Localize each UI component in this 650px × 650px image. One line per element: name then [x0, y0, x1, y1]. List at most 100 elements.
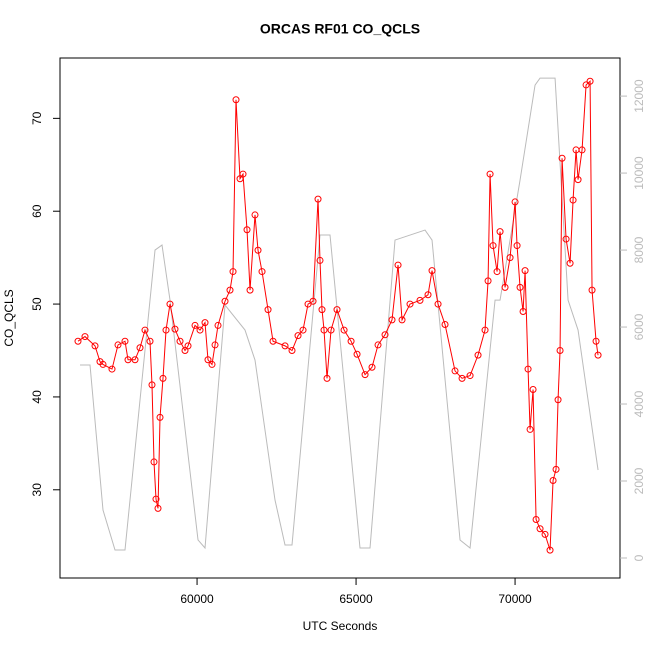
data-point [588, 286, 596, 294]
data-point [486, 170, 494, 178]
data-point [549, 477, 557, 484]
data-point [578, 146, 586, 154]
data-point [541, 530, 549, 538]
data-point [171, 325, 179, 333]
data-point [458, 374, 466, 382]
data-point [529, 386, 537, 393]
data-point [156, 413, 164, 421]
data-point [114, 341, 122, 349]
data-point [184, 342, 192, 350]
data-point [99, 360, 107, 368]
data-point [221, 297, 229, 305]
data-point [574, 176, 582, 184]
data-point [554, 396, 562, 404]
chart-title: ORCAS RF01 CO_QCLS [260, 21, 420, 37]
data-point [191, 321, 199, 329]
data-point [124, 356, 132, 364]
x-tick-label: 70000 [498, 592, 532, 606]
data-point [246, 286, 254, 294]
data-point [493, 268, 501, 276]
data-point [592, 337, 600, 345]
data-point [314, 195, 322, 203]
data-point [166, 300, 174, 308]
data-point [428, 267, 436, 275]
y2-tick-label: 10000 [632, 156, 646, 190]
data-point [288, 347, 296, 354]
data-point [229, 268, 237, 276]
x-tick-label: 65000 [339, 592, 373, 606]
data-point [406, 300, 414, 308]
data-point [347, 337, 355, 345]
y-tick-label: 60 [30, 204, 44, 218]
data-point [496, 228, 504, 236]
data-point [201, 319, 209, 327]
data-point [176, 337, 184, 345]
data-point [340, 326, 348, 334]
y-tick-label: 40 [30, 390, 44, 404]
data-point [586, 77, 594, 85]
data-point [152, 495, 160, 503]
data-point [519, 308, 527, 315]
series-line [77, 80, 599, 551]
data-point [243, 226, 251, 234]
data-point [254, 246, 262, 254]
y-tick-label: 50 [30, 297, 44, 311]
data-point [368, 363, 376, 371]
data-point [353, 350, 361, 358]
data-point [148, 381, 156, 389]
data-point [162, 326, 170, 334]
data-point [474, 351, 482, 359]
data-point [594, 351, 602, 359]
y2-tick-label: 12000 [632, 79, 646, 113]
data-point [451, 367, 459, 375]
data-point [318, 306, 326, 314]
data-point [327, 326, 335, 334]
data-point [121, 337, 129, 345]
data-point [466, 372, 474, 380]
data-point [506, 254, 514, 262]
data-point [159, 374, 167, 382]
y2-tick-label: 6000 [632, 313, 646, 340]
data-point [204, 356, 212, 364]
data-point [323, 374, 331, 382]
y2-tick-label: 4000 [632, 390, 646, 417]
data-point [394, 261, 402, 269]
data-point [526, 425, 534, 433]
data-point [388, 316, 396, 324]
data-point [556, 347, 564, 354]
data-point [81, 333, 89, 341]
data-point [489, 242, 497, 250]
data-point [484, 277, 492, 285]
data-point [214, 321, 222, 329]
data-point [264, 306, 272, 314]
data-point [136, 344, 144, 352]
data-point [566, 259, 574, 267]
data-point [316, 256, 324, 264]
data-point [481, 326, 489, 334]
data-point [258, 268, 266, 276]
data-point [582, 81, 590, 89]
data-point [281, 342, 289, 350]
data-point [424, 291, 432, 299]
data-point [108, 365, 116, 373]
data-point [546, 546, 554, 554]
data-point [558, 154, 566, 162]
data-point [251, 211, 259, 219]
data-point [511, 198, 519, 206]
y2-tick-label: 8000 [632, 236, 646, 263]
data-point [501, 283, 509, 291]
data-point [521, 267, 529, 275]
data-point [441, 321, 449, 328]
data-point [226, 286, 234, 294]
data-point [196, 326, 204, 334]
data-point [532, 516, 540, 523]
data-point [131, 356, 139, 364]
data-point [569, 196, 577, 204]
data-point [552, 465, 560, 473]
data-point [269, 337, 277, 345]
data-point [309, 297, 317, 305]
data-point [232, 96, 240, 104]
x-tick-label: 60000 [180, 592, 214, 606]
data-point [74, 337, 82, 345]
